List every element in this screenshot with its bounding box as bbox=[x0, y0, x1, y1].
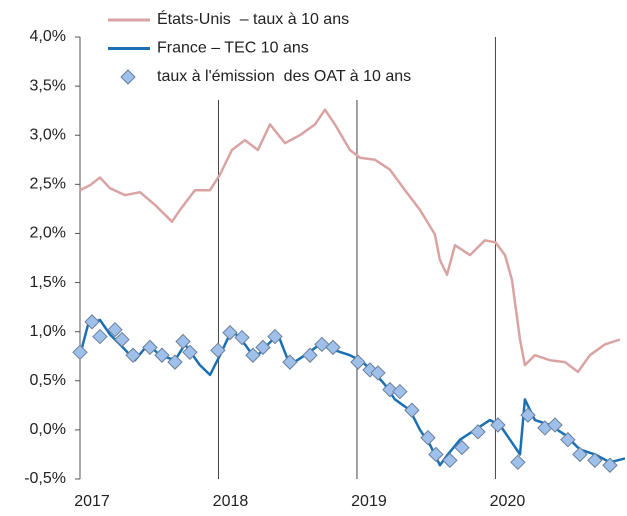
oat-marker bbox=[210, 342, 226, 359]
legend-label: États-Unis – taux à 10 ans bbox=[157, 9, 349, 28]
oat-marker bbox=[602, 457, 618, 473]
x-tick-label: 2019 bbox=[351, 493, 387, 510]
oat-marker bbox=[470, 424, 486, 440]
y-tick-label: -0,5% bbox=[24, 470, 66, 487]
y-tick-label: 2,0% bbox=[30, 225, 66, 242]
oat-marker bbox=[125, 347, 141, 363]
oat-marker bbox=[222, 324, 238, 341]
y-tick-label: 3,0% bbox=[30, 126, 66, 143]
oat-marker bbox=[114, 331, 130, 348]
oat-marker bbox=[392, 383, 408, 400]
oat-marker bbox=[154, 347, 170, 363]
oat-marker bbox=[587, 452, 603, 469]
y-tick-label: 0,0% bbox=[30, 421, 66, 438]
oat-marker bbox=[490, 417, 506, 433]
legend-label: taux à l'émission des OAT à 10 ans bbox=[157, 68, 411, 85]
oat-marker bbox=[234, 329, 250, 346]
oat-marker bbox=[107, 321, 123, 338]
oat-marker bbox=[428, 446, 444, 463]
oat-marker bbox=[560, 432, 576, 448]
legend-box bbox=[100, 6, 470, 100]
oat-marker bbox=[267, 328, 283, 345]
oat-marker bbox=[167, 354, 183, 370]
oat-marker bbox=[572, 446, 588, 463]
oat-marker bbox=[314, 336, 330, 353]
y-tick-label: 1,5% bbox=[30, 274, 66, 291]
y-tick-label: 0,5% bbox=[30, 372, 66, 389]
oat-marker bbox=[282, 354, 298, 370]
oat-marker bbox=[182, 344, 198, 361]
x-tick-label: 2020 bbox=[490, 493, 526, 510]
x-tick-label: 2017 bbox=[74, 493, 110, 510]
oat-marker bbox=[454, 439, 470, 456]
x-tick-label: 2018 bbox=[213, 493, 249, 510]
oat-marker bbox=[510, 454, 526, 471]
oat-marker bbox=[420, 430, 436, 446]
legend-label: France – TEC 10 ans bbox=[157, 40, 309, 57]
y-tick-label: 4,0% bbox=[30, 28, 66, 45]
legend-marker bbox=[120, 69, 136, 85]
oat-marker bbox=[520, 407, 536, 423]
oat-marker bbox=[84, 314, 100, 330]
series-line bbox=[79, 108, 621, 374]
oat-marker bbox=[350, 354, 366, 370]
oat-marker bbox=[245, 347, 261, 363]
oat-marker bbox=[547, 417, 563, 433]
oat-marker bbox=[325, 339, 341, 356]
series-line bbox=[78, 318, 626, 467]
oat-marker bbox=[302, 347, 318, 363]
y-tick-label: 2,5% bbox=[30, 176, 66, 193]
oat-marker bbox=[370, 365, 386, 381]
oat-marker bbox=[175, 333, 191, 350]
oat-marker bbox=[442, 452, 458, 469]
y-tick-label: 1,0% bbox=[30, 323, 66, 340]
oat-marker bbox=[72, 344, 88, 361]
oat-marker bbox=[92, 328, 108, 345]
oat-marker bbox=[382, 381, 398, 398]
oat-marker bbox=[255, 339, 271, 356]
oat-marker bbox=[142, 339, 158, 356]
oat-marker bbox=[404, 402, 420, 418]
y-tick-label: 3,5% bbox=[30, 77, 66, 94]
